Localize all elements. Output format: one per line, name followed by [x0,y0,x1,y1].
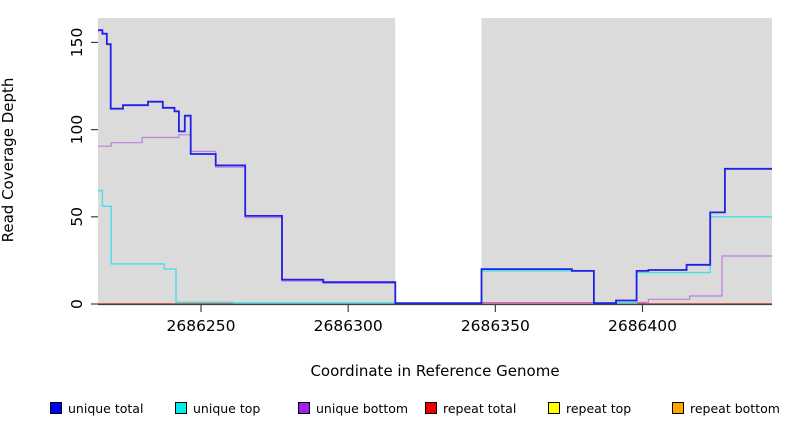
legend-item-unique-bottom: unique bottom [298,399,408,417]
chart-legend: unique total unique top unique bottom repea… [0,399,792,421]
x-tick-label: 2686250 [166,317,235,335]
legend-label: repeat top [566,400,632,416]
x-tick-label: 2686300 [314,317,383,335]
legend-swatch-unique-total [50,402,62,414]
series-line-unique-total [98,29,772,304]
legend-item-unique-top: unique top [175,399,260,417]
legend-swatch-repeat-top [548,402,560,414]
legend-swatch-repeat-bottom [672,402,684,414]
y-tick-label: 150 [68,28,86,58]
legend-swatch-unique-bottom [298,402,310,414]
legend-item-repeat-bottom: repeat bottom [672,399,780,417]
legend-label: repeat total [443,400,517,416]
x-tick-label: 2686400 [608,317,677,335]
legend-label: unique top [193,400,261,416]
legend-swatch-repeat-total [425,402,437,414]
y-tick-label: 0 [68,299,86,309]
coverage-gap-region [395,18,482,304]
y-tick-label: 100 [68,115,86,145]
legend-label: repeat bottom [690,400,780,416]
y-axis-title: Read Coverage Depth [0,77,17,243]
legend-label: unique bottom [316,400,409,416]
legend-item-repeat-total: repeat total [425,399,516,417]
legend-label: unique total [68,400,144,416]
x-tick-label: 2686350 [461,317,530,335]
legend-item-repeat-top: repeat top [548,399,631,417]
y-tick-label: 50 [68,207,86,227]
legend-item-unique-total: unique total [50,399,143,417]
legend-swatch-unique-top [175,402,187,414]
x-axis-title: Coordinate in Reference Genome [310,362,560,380]
